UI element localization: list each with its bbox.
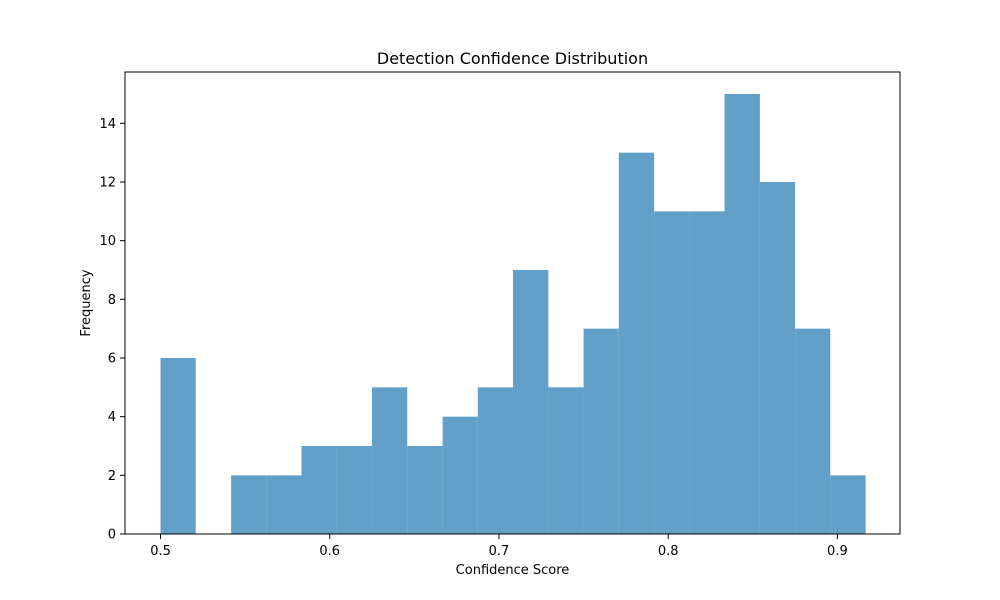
chart-title: Detection Confidence Distribution [377, 49, 648, 68]
histogram-bar [583, 328, 619, 534]
histogram-bar [477, 387, 514, 534]
y-tick-label: 12 [99, 176, 116, 191]
histogram-bar [618, 152, 655, 534]
y-tick-label: 2 [108, 469, 116, 484]
y-axis-label: Frequency [79, 269, 94, 336]
histogram-bar [689, 211, 725, 535]
histogram-bar [160, 358, 196, 534]
histogram-bar [266, 475, 302, 534]
histogram-bar [759, 182, 796, 534]
histogram-bar [407, 446, 443, 534]
plot-area-frame [124, 71, 901, 535]
y-tick-label: 0 [108, 528, 116, 543]
histogram-bar [231, 475, 267, 534]
histogram-bar [301, 446, 337, 534]
histogram-bar [336, 446, 373, 534]
y-axis-ticks: 0 2 4 6 8 10 12 14 [99, 117, 125, 543]
x-tick-label: 0.8 [658, 544, 679, 559]
histogram-bar [724, 94, 760, 534]
x-axis-label: Confidence Score [456, 563, 570, 578]
histogram-bar [548, 387, 584, 534]
histogram-bar [830, 475, 866, 534]
y-tick-label: 8 [108, 293, 116, 308]
y-tick-label: 4 [108, 410, 116, 425]
histogram-bar [372, 387, 408, 534]
y-tick-label: 14 [99, 117, 116, 132]
x-tick-label: 0.9 [827, 544, 848, 559]
histogram-bar [654, 211, 690, 535]
x-axis-ticks: 0.5 0.6 0.7 0.8 0.9 [150, 534, 848, 559]
y-tick-label: 6 [108, 352, 116, 367]
y-tick-label: 10 [99, 234, 116, 249]
x-tick-label: 0.6 [319, 544, 340, 559]
x-tick-label: 0.5 [150, 544, 171, 559]
histogram-bar [442, 416, 478, 534]
histogram-bars [160, 94, 866, 535]
histogram-bar [795, 328, 831, 534]
histogram-bar [513, 270, 549, 534]
x-tick-label: 0.7 [489, 544, 510, 559]
